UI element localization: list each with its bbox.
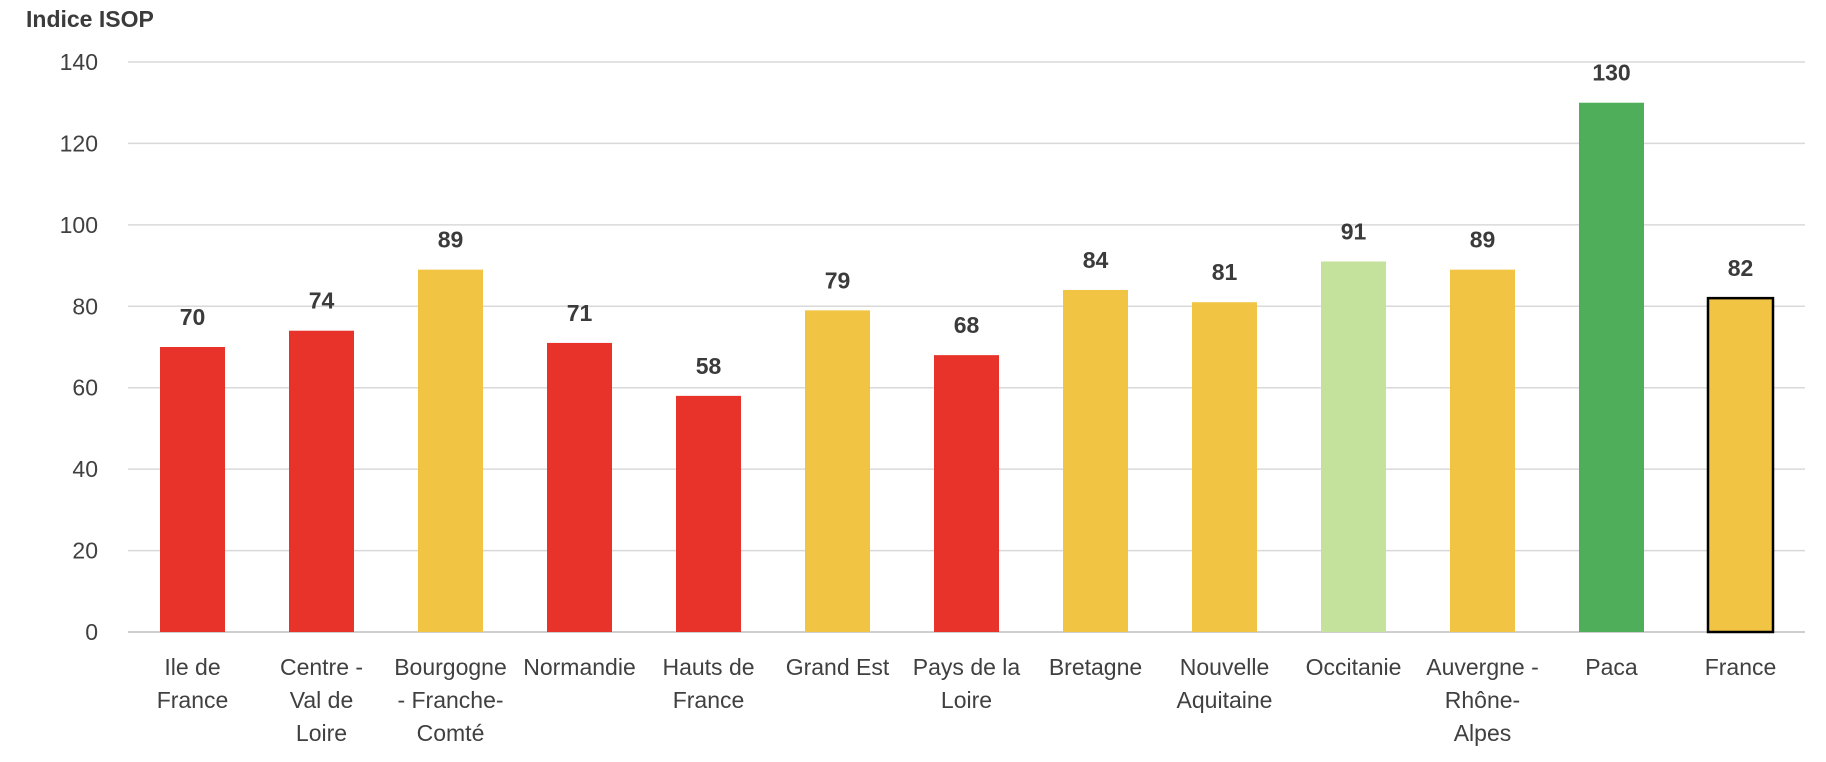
data-label: 130 xyxy=(1592,60,1630,86)
data-label: 70 xyxy=(180,304,206,330)
x-tick-label: Ile de France xyxy=(157,654,229,713)
x-tick-label: Centre -Val de Loire xyxy=(280,654,363,746)
x-tick-label: Normandie xyxy=(523,654,636,680)
y-tick-label: 20 xyxy=(72,538,98,564)
bar xyxy=(1063,290,1128,632)
x-tick-label: Occitanie xyxy=(1306,654,1402,680)
y-tick-labels: 0 20 40 60 80 100 120 140 xyxy=(60,49,98,645)
x-tick-label: Pays de la Loire xyxy=(913,654,1021,713)
x-tick-label: Bretagne xyxy=(1049,654,1142,680)
data-labels: 70 74 89 71 58 79 68 84 81 91 89 130 82 xyxy=(180,60,1754,379)
x-tick-label: Bourgogne - Franche-Comté xyxy=(394,654,507,746)
data-label: 71 xyxy=(567,300,593,326)
data-label: 84 xyxy=(1083,247,1109,273)
y-tick-label: 40 xyxy=(72,456,98,482)
y-tick-label: 120 xyxy=(60,130,98,156)
bar xyxy=(676,395,741,632)
bar xyxy=(418,269,483,632)
x-tick-label: Hauts de France xyxy=(662,654,754,713)
y-tick-label: 80 xyxy=(72,293,98,319)
data-label: 58 xyxy=(696,353,722,379)
data-label: 89 xyxy=(438,227,464,253)
data-label: 91 xyxy=(1341,219,1367,245)
bar xyxy=(160,347,225,632)
x-tick-label: France xyxy=(1705,654,1777,680)
y-axis-label: Indice ISOP xyxy=(26,6,154,32)
bar xyxy=(289,330,354,632)
data-label: 79 xyxy=(825,267,851,293)
x-tick-label: Paca xyxy=(1585,654,1638,680)
bar xyxy=(934,355,999,632)
bar xyxy=(1321,261,1386,632)
data-label: 82 xyxy=(1728,255,1754,281)
x-tick-label: Grand Est xyxy=(786,654,890,680)
bars xyxy=(160,102,1775,634)
bar xyxy=(1706,296,1775,634)
y-tick-label: 140 xyxy=(60,49,98,75)
x-tick-labels: Ile de France Centre -Val de Loire Bourgogne… xyxy=(157,654,1777,746)
bar xyxy=(1579,102,1644,632)
bar xyxy=(547,342,612,632)
x-tick-label: Nouvelle Aquitaine xyxy=(1177,654,1273,713)
data-label: 81 xyxy=(1212,259,1238,285)
bar xyxy=(1192,302,1257,632)
y-tick-label: 0 xyxy=(85,619,98,645)
bar xyxy=(1450,269,1515,632)
data-label: 89 xyxy=(1470,227,1496,253)
data-label: 68 xyxy=(954,312,980,338)
y-tick-label: 60 xyxy=(72,375,98,401)
bar xyxy=(805,310,870,632)
x-tick-label: Auvergne -Rhône-Alpes xyxy=(1426,654,1539,746)
data-label: 74 xyxy=(309,288,335,314)
y-tick-label: 100 xyxy=(60,212,98,238)
